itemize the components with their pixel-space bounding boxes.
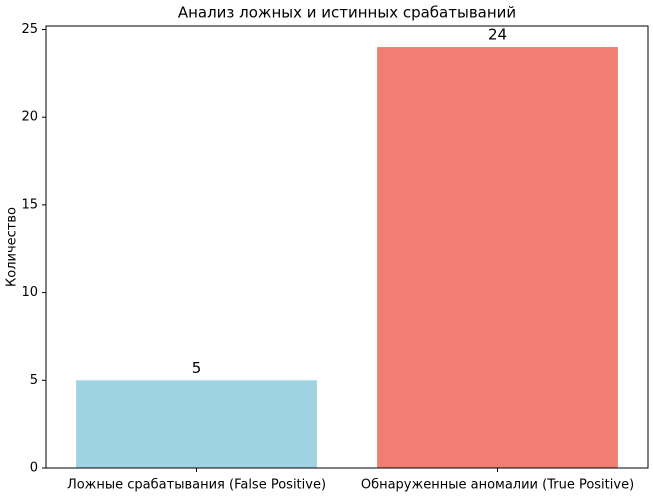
chart-title: Анализ ложных и истинных срабатываний xyxy=(178,4,516,22)
data-label: 24 xyxy=(488,26,507,44)
x-tick-label: Обнаруженные аномалии (True Positive) xyxy=(361,478,634,493)
bar xyxy=(76,380,317,468)
y-tick-label: 15 xyxy=(21,197,38,212)
y-axis-label: Количество xyxy=(5,207,20,287)
y-tick-label: 0 xyxy=(30,461,38,476)
data-label: 5 xyxy=(192,359,202,377)
bar xyxy=(377,47,618,469)
y-tick-label: 25 xyxy=(21,22,38,37)
y-tick-label: 10 xyxy=(21,285,38,300)
x-tick-label: Ложные срабатывания (False Positive) xyxy=(67,478,326,493)
y-tick-label: 20 xyxy=(21,110,38,125)
y-tick-label: 5 xyxy=(30,373,38,388)
axes-frame xyxy=(45,25,649,469)
